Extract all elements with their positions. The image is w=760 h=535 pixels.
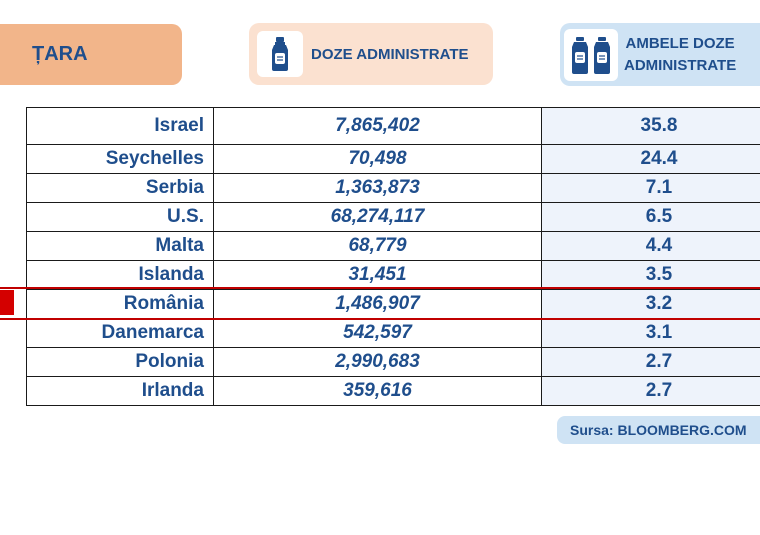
vaccination-table: Israel 7,865,402 35.8 Seychelles 70,498 24.4 S…	[26, 107, 760, 406]
both-doses-header-line2: ADMINISTRATE	[624, 56, 737, 74]
both-doses-cell: 2.7	[541, 376, 760, 406]
country-cell: Seychelles	[26, 144, 214, 174]
both-doses-cell: 6.5	[541, 202, 760, 232]
table-row: Malta 68,779 4.4	[26, 231, 760, 261]
both-doses-column-header: AMBELE DOZE ADMINISTRATE	[560, 23, 760, 86]
table-row: Danemarca 542,597 3.1	[26, 318, 760, 348]
source-badge: Sursa: BLOOMBERG.COM	[557, 416, 760, 444]
two-vaccine-vials-icon	[564, 28, 618, 81]
country-column-header: ȚARA	[0, 24, 182, 85]
highlight-line-bottom	[0, 318, 760, 320]
country-header-label: ȚARA	[32, 43, 88, 65]
both-doses-cell: 3.1	[541, 318, 760, 348]
both-doses-cell: 24.4	[541, 144, 760, 174]
country-cell: Islanda	[26, 260, 214, 290]
doses-header-label: DOZE ADMINISTRATE	[311, 45, 469, 63]
country-cell: Danemarca	[26, 318, 214, 348]
country-cell: Israel	[26, 107, 214, 145]
country-cell: Polonia	[26, 347, 214, 377]
both-doses-cell: 2.7	[541, 347, 760, 377]
table-row: Islanda 31,451 3.5	[26, 260, 760, 290]
country-cell: Irlanda	[26, 376, 214, 406]
source-label: Sursa: BLOOMBERG.COM	[570, 422, 747, 438]
doses-cell: 359,616	[213, 376, 542, 406]
table-row: Polonia 2,990,683 2.7	[26, 347, 760, 377]
table-row: Seychelles 70,498 24.4	[26, 144, 760, 174]
doses-cell: 1,486,907	[213, 289, 542, 319]
doses-cell: 68,274,117	[213, 202, 542, 232]
vaccine-vial-icon	[257, 31, 303, 77]
both-doses-cell: 7.1	[541, 173, 760, 203]
country-cell: Serbia	[26, 173, 214, 203]
both-doses-cell: 4.4	[541, 231, 760, 261]
both-doses-header-line1: AMBELE DOZE	[625, 34, 735, 52]
table-row: U.S. 68,274,117 6.5	[26, 202, 760, 232]
doses-cell: 7,865,402	[213, 107, 542, 145]
both-doses-cell: 35.8	[541, 107, 760, 145]
doses-cell: 542,597	[213, 318, 542, 348]
both-doses-cell: 3.2	[541, 289, 760, 319]
country-cell: România	[26, 289, 214, 319]
doses-cell: 31,451	[213, 260, 542, 290]
highlight-marker	[0, 290, 14, 315]
country-cell: U.S.	[26, 202, 214, 232]
table-row: România 1,486,907 3.2	[26, 289, 760, 319]
table-row: Serbia 1,363,873 7.1	[26, 173, 760, 203]
doses-cell: 1,363,873	[213, 173, 542, 203]
table-row: Irlanda 359,616 2.7	[26, 376, 760, 406]
doses-cell: 70,498	[213, 144, 542, 174]
highlight-line-top	[0, 287, 760, 289]
doses-cell: 68,779	[213, 231, 542, 261]
both-doses-cell: 3.5	[541, 260, 760, 290]
doses-cell: 2,990,683	[213, 347, 542, 377]
doses-column-header: DOZE ADMINISTRATE	[249, 23, 493, 85]
table-row: Israel 7,865,402 35.8	[26, 107, 760, 145]
both-doses-header-label: AMBELE DOZE ADMINISTRATE	[624, 33, 736, 77]
country-cell: Malta	[26, 231, 214, 261]
